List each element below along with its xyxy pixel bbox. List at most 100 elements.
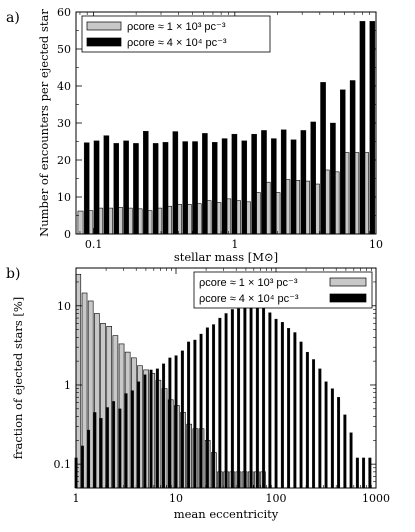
panel-b-bar — [218, 317, 222, 489]
panel-b-legend: ρcore ≈ 1 × 10³ pc⁻³ ρcore ≈ 4 × 10⁴ pc⁻… — [193, 271, 373, 309]
panel-a-bar — [192, 141, 198, 235]
panel-b-xtick-label: 10 — [169, 492, 183, 505]
panel-a-bar — [93, 140, 100, 235]
panel-b-bar — [293, 332, 297, 489]
panel-a-legend-label-high: ρcore ≈ 4 × 10⁴ pc⁻³ — [127, 37, 227, 49]
panel-b-bar — [349, 432, 353, 489]
panel-a-bar — [162, 142, 169, 235]
panel-a-bar — [202, 133, 208, 235]
panel-b-bar — [180, 350, 184, 489]
panel-a-legend-swatch-low — [86, 21, 122, 31]
panel-b-ticks: 1 10 100 1000 0.1 1 10 — [54, 268, 390, 505]
panel-b-bar — [355, 457, 359, 489]
panel-b-bar — [249, 304, 253, 489]
panel-a-bar — [113, 143, 120, 235]
panel-b: b) 1 10 100 1000 0.1 1 10 mean eccentricity fr… — [6, 266, 390, 521]
panel-b-bar — [99, 418, 103, 489]
panel-a-ytick-label: 20 — [57, 154, 71, 167]
panel-a-ytick-label: 30 — [57, 117, 71, 130]
panel-b-bar — [124, 393, 128, 489]
panel-b-bar — [237, 308, 241, 489]
panel-a-series-low-density — [77, 152, 370, 235]
panel-b-ytick-label: 0.1 — [54, 458, 72, 471]
panel-b-bar — [324, 381, 328, 489]
panel-a-legend-label-low: ρcore ≈ 1 × 10³ pc⁻³ — [127, 21, 226, 33]
panel-b-bar — [280, 322, 284, 489]
panel-b-bar — [130, 390, 134, 489]
panel-a-ticks: 0.1 1 10 0 10 20 30 40 50 60 — [57, 6, 383, 251]
panel-b-legend-label-high: ρcore ≈ 4 × 10⁴ pc⁻³ — [199, 293, 299, 305]
panel-a-label: a) — [6, 10, 20, 26]
panel-b-label: b) — [6, 266, 20, 282]
panel-a-bar — [143, 130, 149, 235]
panel-b-bar — [299, 341, 303, 489]
panel-b-bar — [224, 313, 228, 489]
panel-b-bar — [187, 341, 191, 489]
panel-a-xtick-label: 1 — [231, 238, 238, 251]
panel-b-bar — [255, 305, 259, 489]
panel-b-legend-swatch-high — [329, 293, 367, 303]
panel-a-bar — [221, 138, 228, 235]
panel-a-bar — [123, 140, 129, 235]
panel-a-ytick-label: 50 — [57, 43, 71, 56]
panel-a-bar — [280, 129, 287, 235]
panel-b-bar — [105, 407, 109, 489]
panel-a-bar — [261, 130, 267, 235]
panel-a-bar — [103, 135, 110, 235]
panel-b-bar — [112, 401, 116, 489]
panel-b-bar — [162, 363, 166, 489]
panel-b-bar — [243, 306, 247, 489]
panel-b-bar — [262, 308, 266, 489]
panel-b-bar — [274, 318, 278, 489]
panel-b-bar — [330, 388, 334, 489]
panel-a-legend: ρcore ≈ 1 × 10³ pc⁻³ ρcore ≈ 4 × 10⁴ pc⁻… — [81, 15, 271, 53]
panel-a-bar — [320, 82, 326, 235]
panel-a-xtick-label: 10 — [369, 238, 383, 251]
panel-a-bar — [152, 143, 159, 235]
panel-b-xtick-label: 100 — [266, 492, 287, 505]
panel-b-bar — [137, 381, 141, 489]
panel-a-bar — [340, 89, 346, 235]
panel-a-bar — [182, 141, 188, 235]
panel-a-ytick-label: 40 — [57, 80, 71, 93]
panel-a-bar — [300, 130, 307, 235]
panel-a-ytick-label: 0 — [64, 228, 71, 241]
panel-b-bar — [268, 312, 272, 489]
panel-b-bar — [230, 309, 234, 489]
panel-a-bar — [251, 133, 257, 235]
panel-b-bar — [149, 369, 153, 489]
panel-b-bar — [212, 324, 216, 489]
panel-b-bar — [87, 429, 91, 489]
panel-b-bar — [174, 355, 178, 489]
panel-b-series-high-density — [74, 304, 372, 489]
panel-b-ytick-label: 1 — [64, 379, 71, 392]
panel-b-bar — [193, 339, 197, 489]
panel-b-bar — [337, 397, 341, 489]
panel-b-ytick-label: 10 — [57, 300, 71, 313]
panel-a-bar — [83, 142, 90, 235]
panel-b-bar — [287, 328, 291, 489]
panel-a-bar — [359, 21, 366, 235]
panel-b-legend-label-low: ρcore ≈ 1 × 10³ pc⁻³ — [199, 277, 298, 289]
panel-b-bar — [343, 414, 347, 489]
panel-a-ytick-label: 10 — [57, 191, 71, 204]
panel-b-bar — [312, 359, 316, 489]
panel-a-bar — [349, 80, 356, 235]
panel-a-bar — [271, 138, 277, 235]
panel-b-bar — [80, 445, 84, 489]
panel-a-xlabel: stellar mass [M⊙] — [174, 250, 278, 264]
panel-a-bar — [231, 133, 238, 235]
panel-b-xtick-label: 1000 — [362, 492, 390, 505]
panel-b-xlabel: mean eccentricity — [174, 507, 279, 521]
panel-b-frame — [75, 267, 377, 489]
panel-b-bar — [362, 457, 366, 489]
panel-b-bar — [143, 374, 147, 489]
panel-b-bar — [318, 368, 322, 489]
panel-a-series-high-density — [83, 21, 376, 235]
panel-a-bar — [241, 140, 248, 235]
panel-b-bar — [205, 327, 209, 489]
panel-a-bar — [77, 210, 84, 235]
panel-a-ytick-label: 60 — [57, 6, 71, 19]
panel-a-legend-swatch-high — [86, 37, 122, 47]
panel-b-bar — [93, 412, 97, 489]
